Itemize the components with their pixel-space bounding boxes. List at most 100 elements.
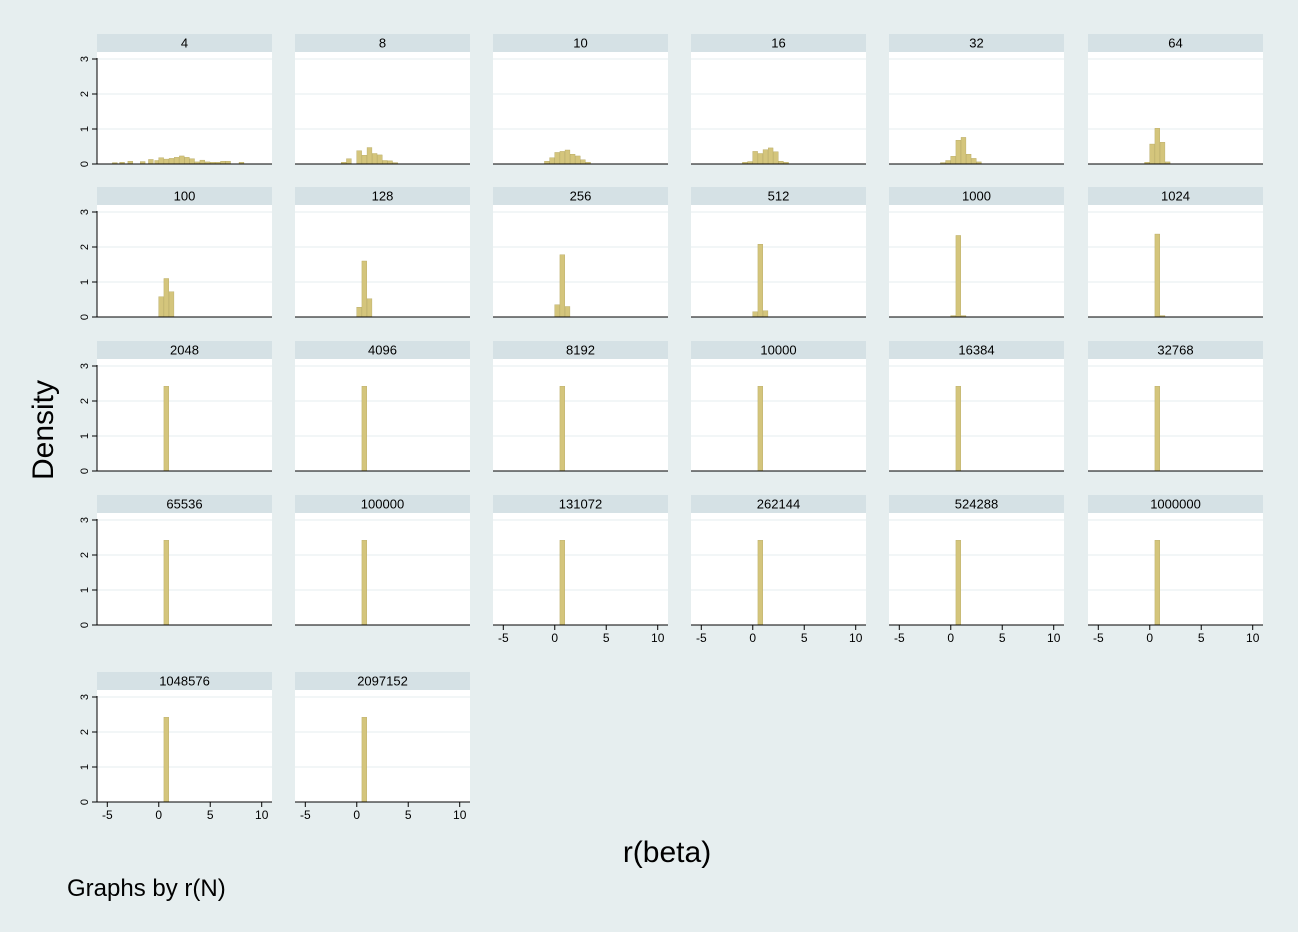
panel-2048: 2048 0 1 2 3	[79, 341, 272, 474]
panel-title: 2048	[170, 343, 199, 358]
panel-title: 1000000	[1150, 497, 1201, 512]
histogram-bar	[361, 540, 367, 626]
x-tick-label: 0	[749, 631, 756, 645]
histogram-bar	[554, 304, 560, 318]
plot-area	[691, 513, 866, 625]
panel-header	[691, 34, 866, 52]
y-tick-label: 0	[79, 468, 91, 474]
histogram-bar	[174, 157, 180, 165]
panel-16384: 16384	[889, 341, 1064, 472]
x-tick-label: 5	[405, 808, 412, 822]
plot-area	[97, 52, 272, 164]
plot-area	[889, 513, 1064, 625]
histogram-bar	[184, 157, 190, 165]
y-tick-label: 0	[79, 799, 91, 805]
x-tick-label: 10	[453, 808, 467, 822]
plot-area	[97, 359, 272, 471]
panel-title: 100	[174, 189, 196, 204]
panel-header	[889, 187, 1064, 205]
histogram-bar	[955, 139, 961, 165]
panel-10: 10	[493, 34, 668, 165]
x-tick-label: 0	[947, 631, 954, 645]
plot-area	[1088, 205, 1263, 317]
panel-title: 128	[372, 189, 394, 204]
panel-32768: 32768	[1088, 341, 1263, 472]
x-tick-label: 0	[551, 631, 558, 645]
panel-8192: 8192	[493, 341, 668, 472]
plot-area	[493, 205, 668, 317]
histogram-bar	[361, 717, 367, 803]
plot-area	[691, 359, 866, 471]
plot-area	[493, 52, 668, 164]
histogram-bar	[163, 278, 169, 318]
panel-65536: 65536 0 1 2 3	[79, 495, 272, 628]
panel-title: 16	[771, 36, 785, 51]
panel-header	[1088, 341, 1263, 359]
histogram-bar	[148, 159, 154, 165]
panel-header	[295, 187, 470, 205]
panel-512: 512	[691, 187, 866, 318]
histogram-bar	[960, 137, 967, 165]
panel-header	[691, 495, 866, 513]
panel-header	[295, 34, 470, 52]
y-tick-label: 2	[79, 91, 91, 97]
x-tick-label: 5	[207, 808, 214, 822]
panel-header	[97, 672, 272, 690]
panel-1000000: 1000000 -5 0 5 10	[1088, 495, 1263, 645]
histogram-bar	[346, 158, 352, 165]
plot-area	[97, 205, 272, 317]
panel-title: 10000	[760, 343, 796, 358]
panel-1000: 1000	[889, 187, 1064, 318]
x-tick-label: 5	[603, 631, 610, 645]
panel-header	[97, 34, 272, 52]
panel-8: 8	[295, 34, 470, 165]
panel-header	[493, 34, 668, 52]
panel-header	[295, 341, 470, 359]
panel-64: 64	[1088, 34, 1263, 165]
panel-16: 16	[691, 34, 866, 165]
panel-title: 512	[768, 189, 790, 204]
histogram-bar	[955, 386, 961, 472]
panel-header	[691, 187, 866, 205]
x-tick-label: 0	[353, 808, 360, 822]
panel-262144: 262144 -5 0 5 10	[691, 495, 866, 645]
histogram-bar	[377, 154, 383, 165]
panel-4: 4 0 1 2 3	[79, 34, 272, 167]
histogram-bar	[189, 158, 195, 165]
panel-10000: 10000	[691, 341, 866, 472]
panel-32: 32	[889, 34, 1064, 165]
y-tick-label: 2	[79, 729, 91, 735]
histogram-bar	[199, 159, 205, 165]
histogram-bar	[564, 149, 571, 165]
panel-title: 64	[1168, 36, 1182, 51]
y-tick-label: 0	[79, 314, 91, 320]
histogram-bar	[559, 386, 565, 472]
histogram-bar	[1159, 142, 1166, 165]
x-tick-label: 10	[651, 631, 665, 645]
y-tick-label: 3	[79, 694, 91, 700]
histogram-bar	[971, 158, 977, 165]
panel-title: 256	[570, 189, 592, 204]
y-tick-label: 2	[79, 398, 91, 404]
plot-area	[295, 205, 470, 317]
histogram-bar	[757, 243, 763, 318]
panel-title: 32	[969, 36, 983, 51]
histogram-bar	[163, 386, 169, 472]
plot-area	[691, 52, 866, 164]
histogram-bar	[366, 298, 373, 318]
plot-area	[691, 205, 866, 317]
panel-2097152: 2097152 -5 0 5 10	[295, 672, 470, 822]
x-tick-label: -5	[300, 808, 311, 822]
histogram-bar	[752, 151, 758, 165]
plot-area	[295, 690, 470, 802]
x-tick-label: 0	[1146, 631, 1153, 645]
panel-title: 4096	[368, 343, 397, 358]
panel-header	[889, 341, 1064, 359]
histogram-bar	[966, 153, 972, 165]
panel-title: 8192	[566, 343, 595, 358]
x-tick-label: 5	[1198, 631, 1205, 645]
panel-header	[1088, 34, 1263, 52]
x-tick-label: 10	[1047, 631, 1061, 645]
histogram-bar	[757, 540, 763, 626]
